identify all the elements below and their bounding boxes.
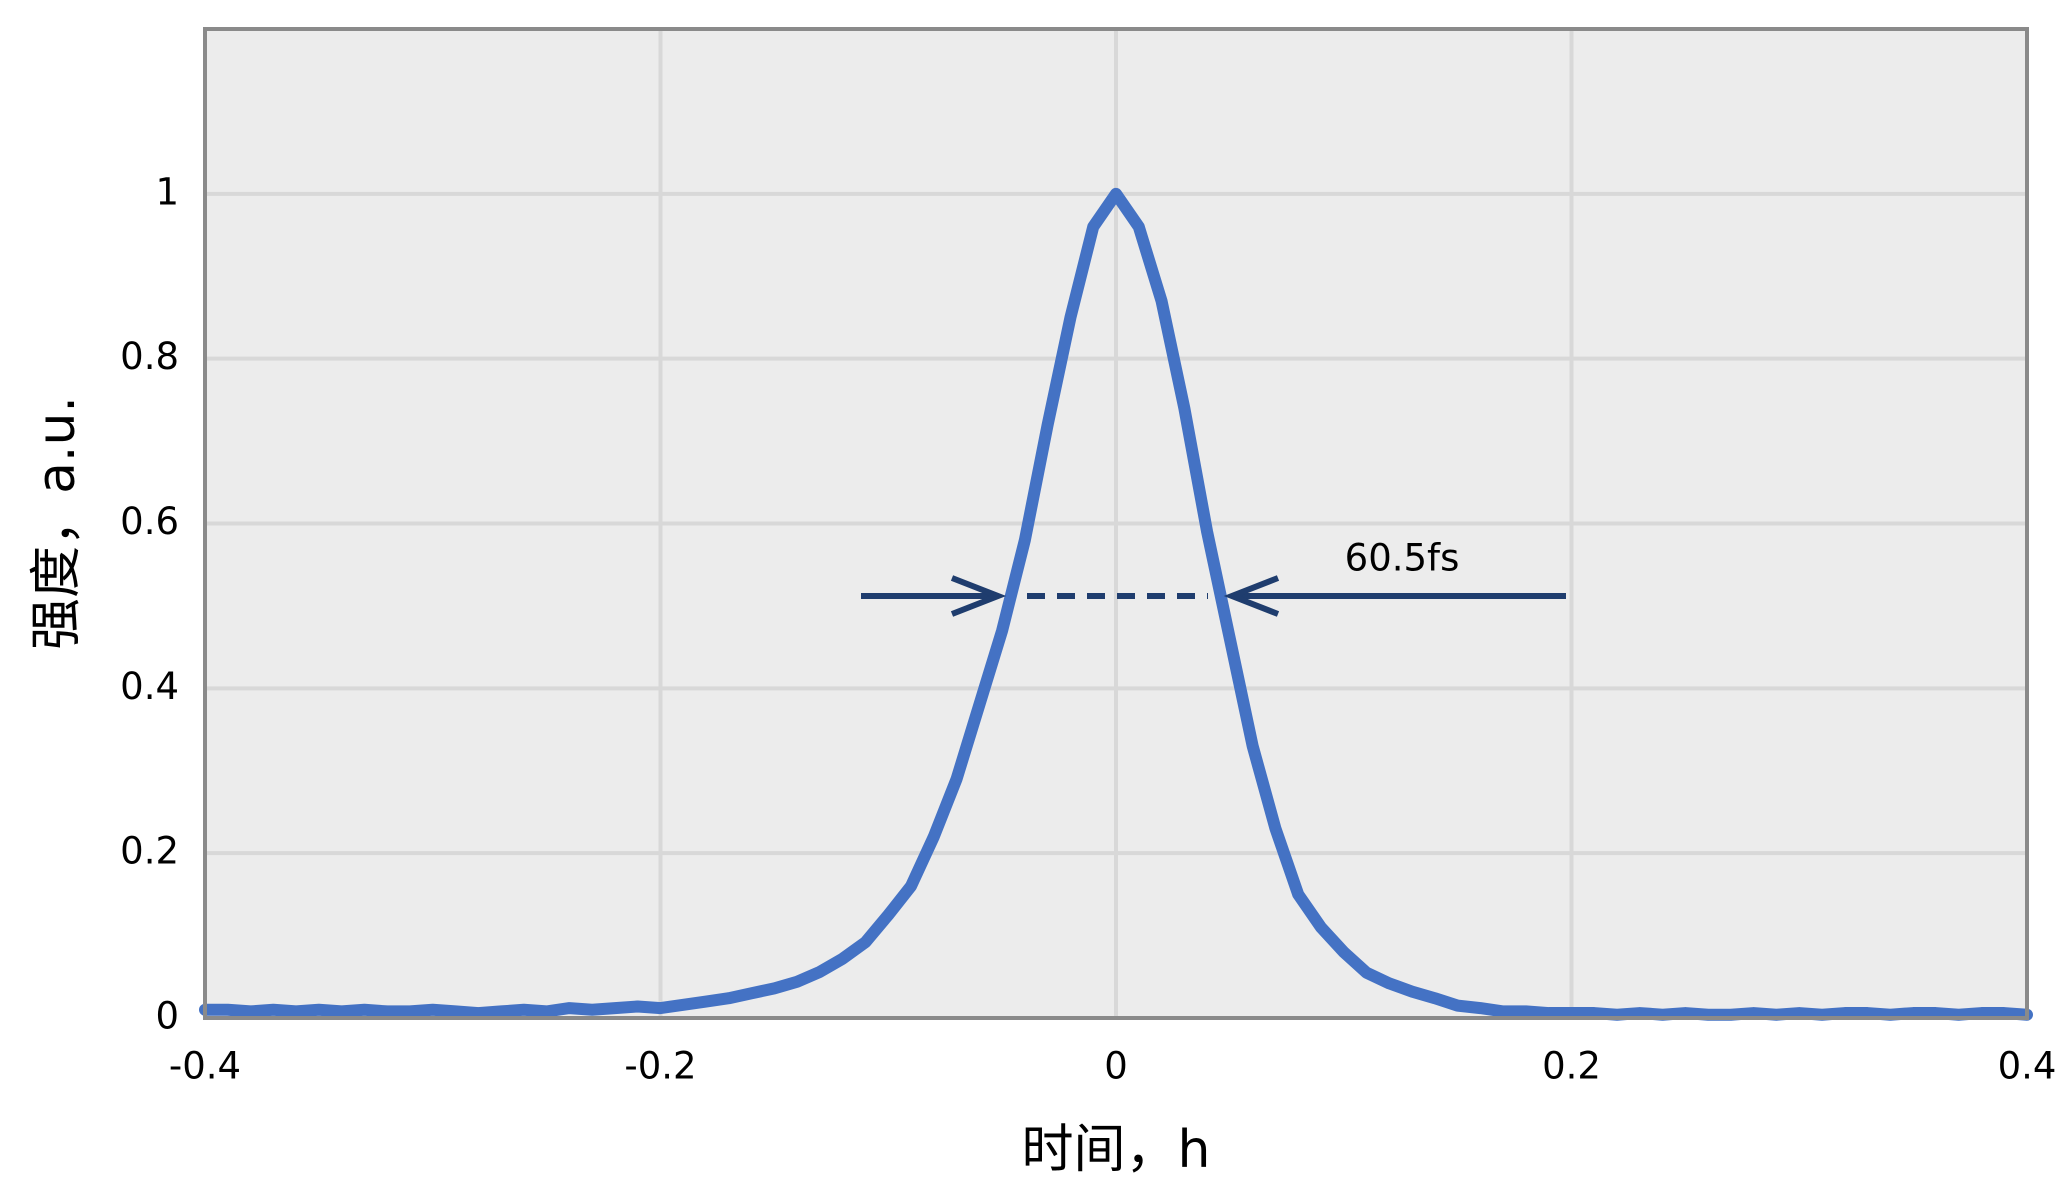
y-tick-label: 0.2 <box>120 830 179 873</box>
x-tick-label: -0.2 <box>624 1045 696 1088</box>
y-tick-label: 0.4 <box>120 665 179 708</box>
y-axis-title: 强度，a.u. <box>27 396 87 650</box>
fwhm-marker <box>861 575 1566 617</box>
plot-border <box>203 27 2029 1020</box>
arrow-head <box>950 575 1007 617</box>
x-tick-label: -0.4 <box>169 1045 241 1088</box>
y-tick-label: 1 <box>155 170 179 213</box>
x-tick-label: 0.4 <box>1998 1045 2057 1088</box>
y-tick-label: 0.8 <box>120 335 179 378</box>
x-tick-label: 0 <box>1104 1045 1128 1088</box>
arrow-head <box>1223 575 1280 617</box>
annotation: 60.5fs <box>1345 537 1460 580</box>
y-tick-label: 0 <box>155 995 179 1038</box>
x-tick-label: 0.2 <box>1542 1045 1601 1088</box>
y-tick-label: 0.6 <box>120 500 179 543</box>
marks <box>199 187 2033 1021</box>
data-line <box>199 187 2033 1021</box>
x-axis-title: 时间，h <box>1022 1120 1211 1180</box>
